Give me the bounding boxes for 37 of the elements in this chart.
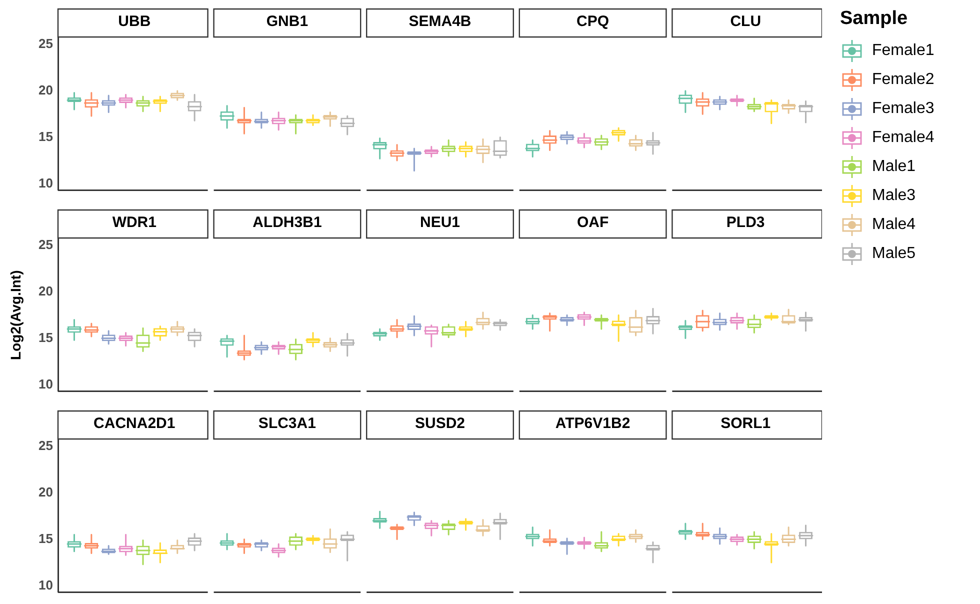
y-tick-label: 10 — [38, 577, 53, 592]
x-tick-label: SLC3A1 — [258, 415, 316, 432]
legend-label: Female3 — [872, 100, 934, 118]
x-tick-label: ALDH3B1 — [252, 214, 322, 232]
y-tick-label: 10 — [38, 175, 53, 190]
legend-title: Sample — [840, 8, 909, 30]
legend-label: Female4 — [872, 128, 934, 146]
y-tick-label: 20 — [38, 283, 53, 298]
y-tick-label: 15 — [38, 330, 53, 345]
legend-label: Female1 — [872, 42, 934, 60]
x-tick-label: UBB — [118, 13, 151, 30]
x-tick-label: NEU1 — [420, 214, 460, 232]
x-tick-label: ATP6V1B2 — [555, 415, 630, 432]
legend-label: Male1 — [872, 158, 916, 176]
x-tick-label: WDR1 — [112, 214, 156, 232]
y-tick-label: 20 — [38, 484, 53, 500]
x-tick-label: SORL1 — [720, 415, 771, 432]
y-tick-label: 25 — [38, 237, 53, 252]
x-tick-label: CACNA2D1 — [94, 415, 176, 432]
legend-label: Male5 — [872, 244, 916, 262]
y-tick-label: 15 — [38, 530, 53, 546]
y-tick-label: 20 — [38, 82, 53, 98]
x-tick-label: OAF — [576, 214, 609, 232]
y-tick-label: 25 — [38, 438, 53, 454]
y-axis-title: Log2(Avg.Int) — [7, 270, 24, 360]
y-tick-label: 15 — [38, 128, 53, 144]
x-tick-label: GNB1 — [266, 13, 308, 30]
x-tick-label: CLU — [730, 13, 762, 30]
x-tick-label: SUSD2 — [414, 415, 466, 432]
y-tick-label: 25 — [38, 36, 53, 52]
legend-label: Male4 — [872, 216, 916, 234]
legend-label: Male3 — [872, 186, 916, 204]
legend-label: Female2 — [872, 70, 934, 88]
x-tick-label: PLD3 — [726, 214, 765, 232]
x-tick-label: SEMA4B — [408, 13, 472, 30]
y-tick-label: 10 — [38, 376, 53, 392]
x-tick-label: CPQ — [576, 13, 610, 30]
